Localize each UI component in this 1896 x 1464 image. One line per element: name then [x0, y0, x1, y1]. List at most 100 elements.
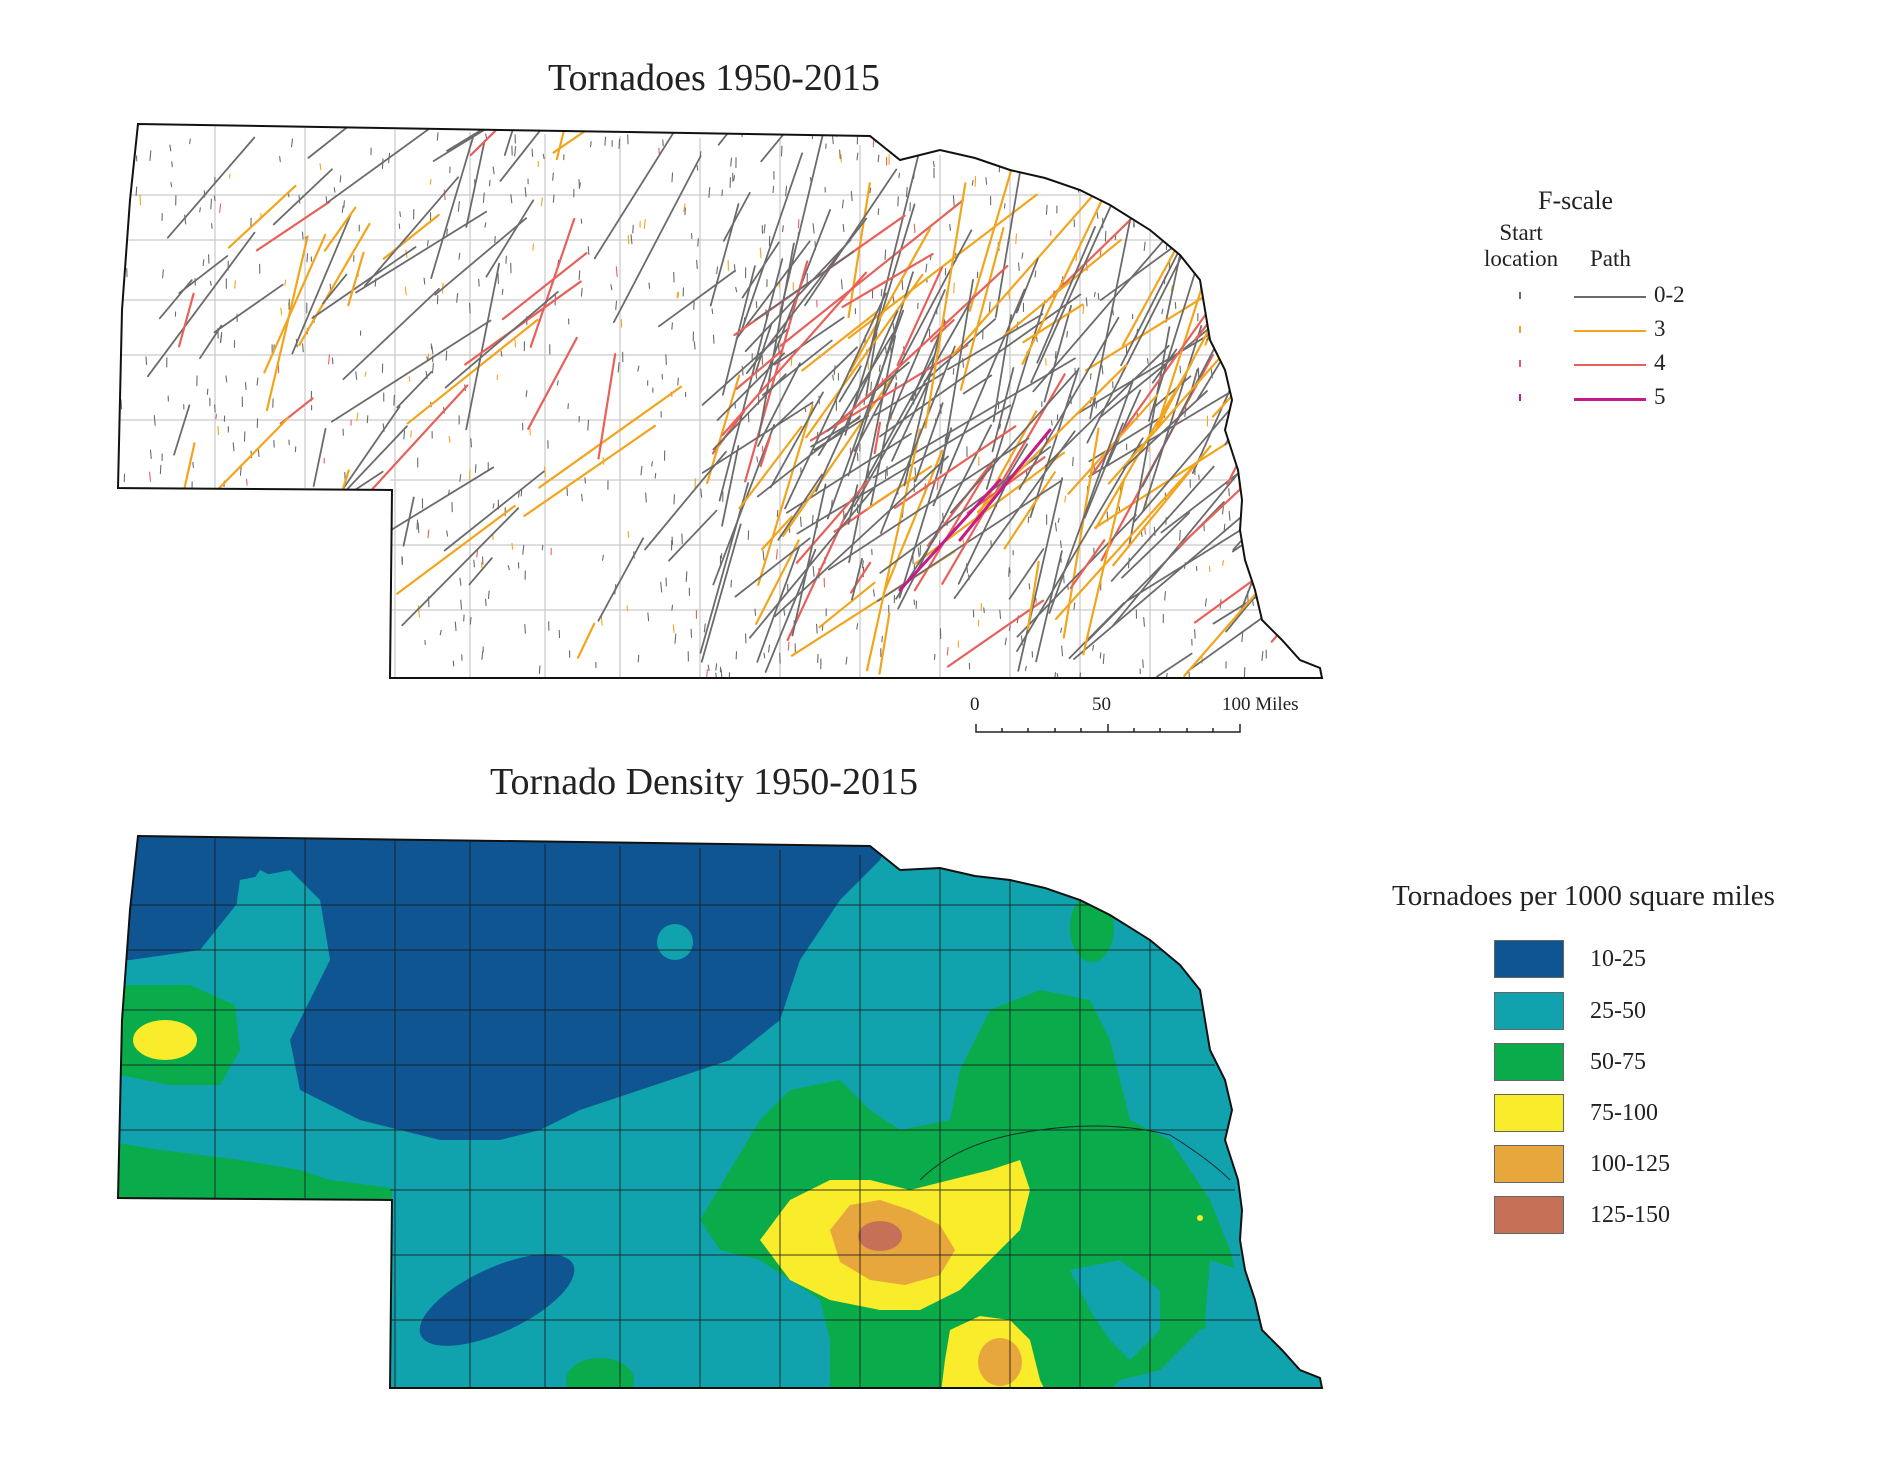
- tornado-path: [1057, 517, 1060, 523]
- tornado-path: [769, 391, 824, 489]
- tornado-path: [640, 465, 643, 476]
- tornado-path: [474, 464, 477, 473]
- tornado-path: [1243, 532, 1246, 542]
- tornado-path: [995, 142, 998, 150]
- tornado-path: [671, 604, 674, 611]
- tornado-path: [760, 515, 793, 551]
- tornado-path: [501, 288, 504, 295]
- density-swatch: [1494, 992, 1564, 1030]
- tornado-path: [936, 480, 939, 491]
- tornado-path: [761, 339, 833, 396]
- tornado-path: [302, 343, 304, 353]
- tornado-path: [1008, 625, 1011, 631]
- tornado-path: [1018, 316, 1120, 490]
- tornado-path: [219, 203, 222, 213]
- tornado-path: [898, 427, 953, 599]
- tornado-path: [1003, 471, 1056, 550]
- tornado-path: [430, 136, 474, 279]
- tornado-path: [994, 124, 1038, 318]
- tornado-path: [1270, 499, 1322, 643]
- tornado-path: [185, 542, 188, 549]
- scale-label-100: 100 Miles: [1222, 694, 1299, 715]
- tornado-path: [951, 173, 1113, 357]
- tornado-path: [1226, 246, 1289, 442]
- tornado-path: [903, 337, 940, 487]
- tornado-path: [877, 154, 880, 163]
- scale-bar: [975, 724, 1241, 733]
- tornado-path: [1208, 250, 1211, 256]
- tornado-path: [1083, 422, 1124, 519]
- tornado-path: [1272, 131, 1275, 142]
- tornado-path: [700, 488, 703, 498]
- tornado-path: [1082, 478, 1126, 656]
- tornado-path: [529, 217, 576, 348]
- tornado-path: [275, 520, 277, 531]
- tornado-path: [1252, 599, 1254, 606]
- tornado-path: [333, 548, 336, 559]
- tornado-path: [627, 234, 630, 245]
- tornado-path: [773, 455, 949, 618]
- tornado-path: [382, 579, 385, 590]
- tornado-path: [540, 197, 543, 207]
- tornado-path: [1133, 391, 1246, 523]
- tornado-path: [762, 550, 765, 561]
- tornado-path: [841, 252, 934, 309]
- tornado-path: [813, 414, 870, 451]
- tornado-path: [1143, 616, 1145, 627]
- tornado-path: [910, 320, 946, 401]
- tornado-path: [301, 572, 304, 579]
- tracks-map: [117, 123, 1323, 679]
- tornado-path: [873, 421, 882, 455]
- tornado-path: [735, 286, 738, 293]
- tornado-path: [214, 404, 216, 413]
- tornado-path: [759, 435, 772, 468]
- tornado-path: [983, 130, 986, 138]
- tornado-path: [439, 629, 442, 636]
- tornado-path: [239, 465, 242, 476]
- tornado-path: [1257, 404, 1260, 412]
- tornado-path: [1062, 427, 1100, 639]
- tornado-path: [1162, 219, 1165, 229]
- tornado-path: [721, 445, 740, 527]
- tornado-path: [342, 288, 440, 381]
- tornado-path: [465, 262, 501, 431]
- tornado-path: [268, 580, 332, 625]
- tornado-path: [184, 214, 187, 225]
- tornado-path: [708, 187, 711, 199]
- tornado-path: [1165, 672, 1168, 678]
- tornado-path: [314, 600, 317, 611]
- tornado-path: [524, 623, 526, 634]
- tornado-path: [1295, 604, 1298, 612]
- tornado-path: [187, 660, 190, 668]
- tornado-path: [365, 558, 368, 567]
- tornado-path: [672, 624, 675, 634]
- tornado-path: [763, 224, 766, 234]
- tornado-path: [312, 428, 327, 487]
- tornado-path: [985, 300, 1046, 490]
- path-header: Path: [1590, 246, 1631, 271]
- density-label: 100-125: [1590, 1151, 1670, 1177]
- tornado-path: [939, 278, 974, 474]
- tornado-path: [856, 622, 859, 630]
- tornado-path: [402, 496, 415, 547]
- tornado-path: [284, 279, 287, 286]
- tornado-path: [827, 437, 1030, 571]
- tornado-path: [932, 160, 935, 168]
- tornado-path: [401, 507, 520, 627]
- tornado-path: [1068, 602, 1125, 660]
- density-map: [117, 835, 1323, 1389]
- tornado-path: [1106, 389, 1142, 465]
- tornado-path: [1015, 233, 1018, 245]
- tornado-path: [1151, 176, 1154, 186]
- tornado-path: [851, 557, 863, 601]
- tornado-path: [1231, 482, 1322, 553]
- tornado-path: [255, 200, 331, 252]
- tornado-path: [1271, 293, 1322, 522]
- tornado-path: [947, 313, 1044, 371]
- tornado-path: [879, 345, 956, 534]
- tornado-path: [482, 192, 485, 204]
- tornado-path: [220, 515, 254, 587]
- tornado-path: [715, 663, 718, 671]
- density-label: 25-50: [1590, 998, 1646, 1024]
- tornado-path: [1259, 415, 1262, 426]
